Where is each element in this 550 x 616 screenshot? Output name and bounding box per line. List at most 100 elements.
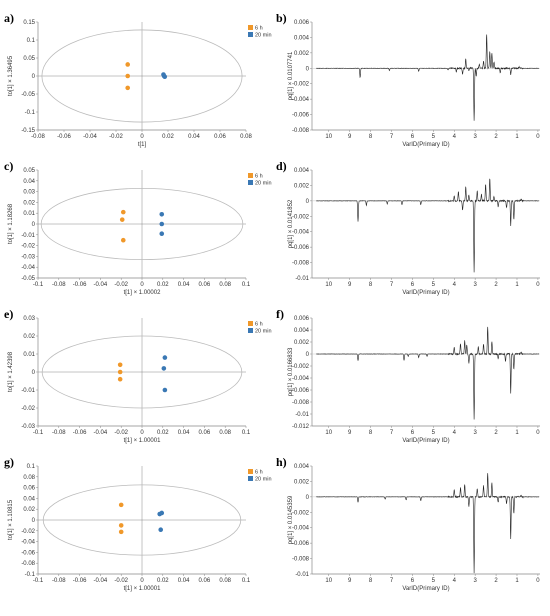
y-tick-label: -0.08 [21,561,35,567]
y-tick-label: -0.04 [21,265,35,271]
legend-swatch-6h [248,321,253,326]
data-point-6h [118,529,124,535]
x-tick-label: -0.02 [114,430,128,436]
x-tick-label: 7 [390,578,394,584]
loading-plot-h: h)10 9 8 7 6 5 4 3 2 1 0-0.01-0.008-0.006-0.004-0.… [276,455,540,592]
y-tick-label: -0.002 [292,510,310,516]
x-tick-label: 0.02 [157,282,169,288]
x-tick-label: 0.04 [178,430,190,436]
data-point-6h [120,237,126,243]
x-tick-label: -0.1 [33,282,44,288]
panel-label: d) [276,159,287,173]
x-tick-label: 9 [348,134,352,140]
legend-label-20min: 20 min [255,477,272,483]
x-tick-label: -0.08 [52,578,66,584]
y-tick-label: -0.1 [25,110,36,116]
x-tick-label: 8 [369,578,373,584]
x-tick-label: 5 [432,578,436,584]
score-plot-c: c) -0.1 -0.08 -0.06 -0.04 -0.02 0 0.02 0.04 0.06 0… [4,159,272,296]
data-point-6h [125,73,130,79]
y-tick-label: -0.05 [21,276,35,282]
legend-swatch-20min [248,32,253,37]
x-tick-label: 0.06 [214,134,226,140]
y-tick-label: 0.01 [23,211,35,217]
legend-label-6h: 6 h [255,322,263,328]
legend-swatch-6h [248,469,253,474]
y-tick-label: -0.006 [292,245,310,251]
x-tick-label: -0.02 [109,134,123,140]
y-tick-label: 0.006 [294,20,310,26]
legend-swatch-6h [248,25,253,30]
y-tick-label: 0.05 [23,168,35,174]
x-tick-label: -0.1 [33,430,44,436]
x-tick-label: 0.06 [199,430,211,436]
y-tick-label: 0.06 [23,486,35,492]
x-tick-label: 10 [325,578,332,584]
y-tick-label: -0.006 [292,113,310,119]
x-tick-label: 6 [411,134,415,140]
y-axis-label: pq[1] × 0.0166833 [288,347,294,396]
y-tick-label: 0.04 [23,496,35,502]
x-tick-label: 0.06 [199,282,211,288]
y-tick-label: 0.004 [294,168,310,174]
y-tick-label: -0.05 [21,92,35,98]
y-tick-label: -0.008 [292,261,310,267]
data-point-6h [119,217,125,222]
y-tick-label: -0.1 [25,572,36,578]
y-tick-label: -0.004 [292,376,310,382]
x-tick-label: 2 [494,578,498,584]
x-tick-label: 0.1 [242,430,251,436]
confidence-ellipse [40,187,244,261]
y-axis-label: pq[1] × 0.0141852 [288,199,294,248]
data-point-20min [162,387,168,393]
y-tick-label: -0.02 [21,406,35,412]
legend-label-20min: 20 min [255,329,272,335]
y-tick-label: -0.004 [292,230,310,236]
y-tick-label: -0.01 [21,233,35,239]
x-tick-label: 0.1 [242,578,251,584]
y-tick-label: 0.02 [23,507,35,513]
x-tick-label: 5 [432,282,436,288]
y-tick-label: 0 [32,518,36,524]
y-tick-label: 0.04 [23,179,35,185]
y-tick-label: -0.002 [292,364,310,370]
x-axis-label: VarID(Primary ID) [402,290,449,296]
y-tick-label: -0.03 [21,254,35,260]
x-tick-label: 1 [515,430,519,436]
y-tick-label: 0 [306,352,310,358]
x-tick-label: 0 [140,134,144,140]
legend-swatch-20min [248,328,253,333]
x-axis-label: t[1] × 1.00001 [124,586,162,592]
y-tick-label: 0.004 [294,464,310,470]
data-point-20min [158,527,164,533]
y-tick-label: -0.04 [21,540,35,546]
panel-label: b) [276,11,287,25]
legend-swatch-20min [248,476,253,481]
x-tick-label: 0.08 [219,578,231,584]
loading-spectrum-line [316,473,539,574]
panel-label: c) [4,159,13,173]
y-tick-label: 0.002 [294,479,310,485]
x-tick-label: -0.04 [94,578,108,584]
x-tick-label: -0.02 [114,578,128,584]
x-axis-label: VarID(Primary ID) [402,438,449,444]
data-point-20min [159,211,165,217]
y-tick-label: -0.03 [21,424,35,430]
y-tick-label: 0 [32,222,36,228]
x-tick-label: 0.02 [157,578,169,584]
loading-spectrum-line [316,34,540,121]
y-tick-label: -0.01 [295,412,309,418]
data-point-6h [118,502,124,508]
data-point-20min [159,231,165,237]
x-tick-label: 0.02 [162,134,174,140]
y-tick-label: 0.02 [23,334,35,340]
y-tick-label: -0.012 [292,424,310,430]
x-axis-label: VarID(Primary ID) [402,586,449,592]
loading-spectrum-line [316,178,540,273]
x-tick-label: 0 [536,134,540,140]
data-point-6h [125,85,130,91]
y-tick-label: -0.01 [295,276,309,282]
x-tick-label: -0.1 [33,578,44,584]
x-tick-label: 6 [411,578,415,584]
score-plot-e: e) -0.1 -0.08 -0.06 -0.04 -0.02 0 0.02 0.04 0.06 0… [4,307,272,444]
